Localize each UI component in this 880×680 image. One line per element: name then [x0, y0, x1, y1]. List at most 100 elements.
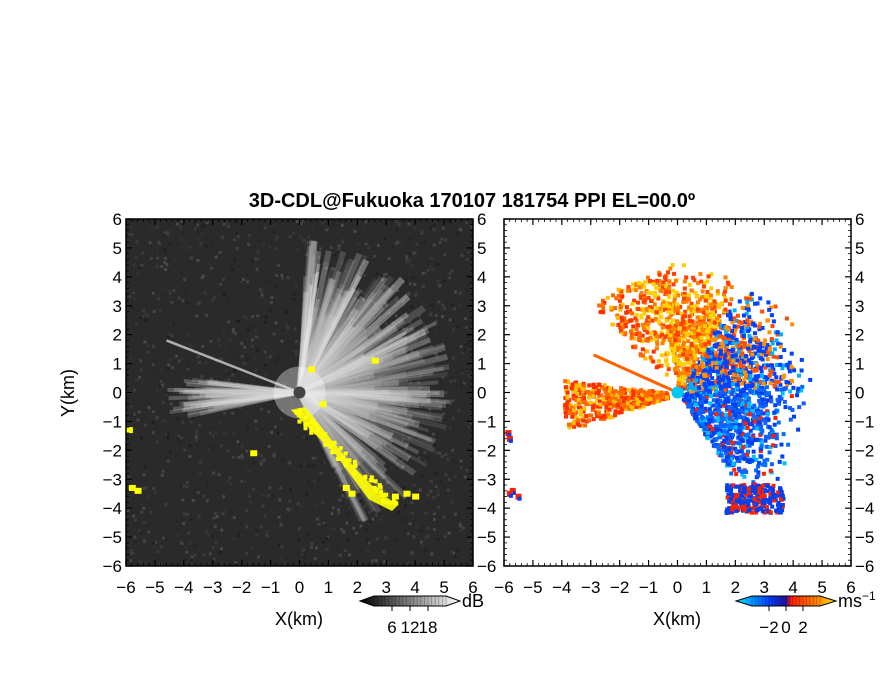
snr-noise-cell [138, 266, 142, 270]
snr-noise-cell [313, 557, 317, 561]
snr-noise-cell [188, 454, 192, 458]
velocity-cell [640, 333, 645, 338]
snr-beam [205, 380, 300, 395]
snr-beam [297, 284, 313, 393]
snr-noise-cell [311, 456, 315, 460]
snr-noise-cell [186, 361, 190, 365]
velocity-cell [596, 409, 601, 414]
velocity-cell [694, 378, 699, 383]
snr-beam [207, 390, 300, 413]
velocity-cell [659, 330, 664, 335]
snr-noise-cell [338, 484, 342, 488]
velocity-cell [613, 409, 618, 414]
snr-noise-cell [168, 291, 172, 295]
velocity-cell [673, 307, 678, 312]
snr-noise-cell [433, 443, 437, 447]
velocity-cell [766, 499, 771, 504]
snr-noise-cell [213, 524, 217, 528]
velocity-cell [773, 444, 778, 449]
velocity-cell [710, 439, 715, 444]
snr-noise-cell [181, 484, 185, 488]
snr-beam [296, 313, 334, 394]
y-tick-label: 2 [113, 326, 122, 345]
snr-beam [297, 302, 328, 394]
snr-noise-cell [362, 466, 366, 470]
velocity-cell [697, 326, 702, 331]
snr-beam [299, 390, 432, 420]
snr-noise-cell [380, 278, 384, 282]
velocity-cell [635, 322, 640, 327]
velocity-cell [703, 298, 708, 303]
snr-noise-cell [342, 474, 346, 478]
snr-noise-cell [186, 365, 190, 369]
velocity-cell [738, 449, 743, 454]
snr-beam [206, 379, 300, 395]
snr-noise-cell [205, 499, 209, 503]
velocity-cell [709, 302, 714, 307]
velocity-cell [735, 341, 740, 346]
snr-noise-cell [244, 525, 248, 529]
velocity-cell [670, 346, 675, 351]
snr-beam [298, 390, 386, 467]
velocity-cell [699, 279, 704, 284]
snr-beam [297, 324, 399, 396]
velocity-cell [714, 391, 719, 396]
snr-noise-cell [411, 554, 415, 558]
velocity-cell [645, 330, 650, 335]
snr-noise-cell [311, 488, 315, 492]
velocity-cell [731, 413, 736, 418]
snr-noise-cell [169, 402, 173, 406]
snr-noise-cell [437, 505, 441, 509]
velocity-cell [693, 416, 698, 421]
snr-noise-cell [269, 309, 273, 313]
velocity-cell [703, 432, 708, 437]
velocity-cell [605, 295, 610, 300]
snr-noise-cell [246, 328, 250, 332]
snr-noise-cell [314, 250, 318, 254]
velocity-cell [738, 430, 743, 435]
velocity-cell [764, 444, 769, 449]
snr-beam [298, 390, 406, 471]
snr-noise-cell [202, 224, 206, 228]
velocity-cell [645, 349, 650, 354]
snr-noise-cell [402, 327, 406, 331]
velocity-cell [690, 384, 695, 389]
velocity-cell [686, 293, 691, 298]
snr-saturated-cell [313, 430, 318, 435]
snr-noise-cell [142, 520, 146, 524]
velocity-cell [760, 357, 765, 362]
snr-noise-cell [470, 225, 473, 229]
velocity-cell [681, 393, 686, 398]
snr-noise-cell [276, 431, 280, 435]
snr-noise-cell [310, 541, 314, 545]
snr-noise-cell [136, 418, 140, 422]
snr-noise-cell [237, 319, 241, 323]
snr-noise-cell [429, 489, 433, 493]
snr-noise-cell [417, 456, 421, 460]
snr-beam [297, 390, 399, 463]
velocity-cell [655, 334, 660, 339]
velocity-cell [724, 339, 729, 344]
velocity-cell [619, 406, 624, 411]
y-tick-label: 1 [113, 355, 122, 374]
velocity-cell [650, 389, 655, 394]
velocity-cell [725, 326, 730, 331]
snr-noise-cell [328, 289, 332, 293]
snr-saturated-cell [309, 427, 314, 432]
velocity-cell [692, 309, 697, 314]
velocity-cell [719, 417, 724, 422]
snr-noise-cell [394, 314, 398, 318]
snr-noise-cell [126, 447, 130, 451]
snr-noise-cell [324, 275, 328, 279]
velocity-cell [775, 387, 780, 392]
snr-noise-cell [234, 560, 238, 564]
velocity-cell [725, 360, 730, 365]
snr-saturated-cell [363, 475, 368, 480]
velocity-cell [758, 379, 763, 384]
snr-noise-cell [300, 222, 304, 226]
velocity-cell [739, 455, 744, 460]
velocity-cell [625, 401, 630, 406]
velocity-cell [576, 418, 581, 423]
velocity-cell [574, 388, 579, 393]
velocity-cell [739, 340, 744, 345]
